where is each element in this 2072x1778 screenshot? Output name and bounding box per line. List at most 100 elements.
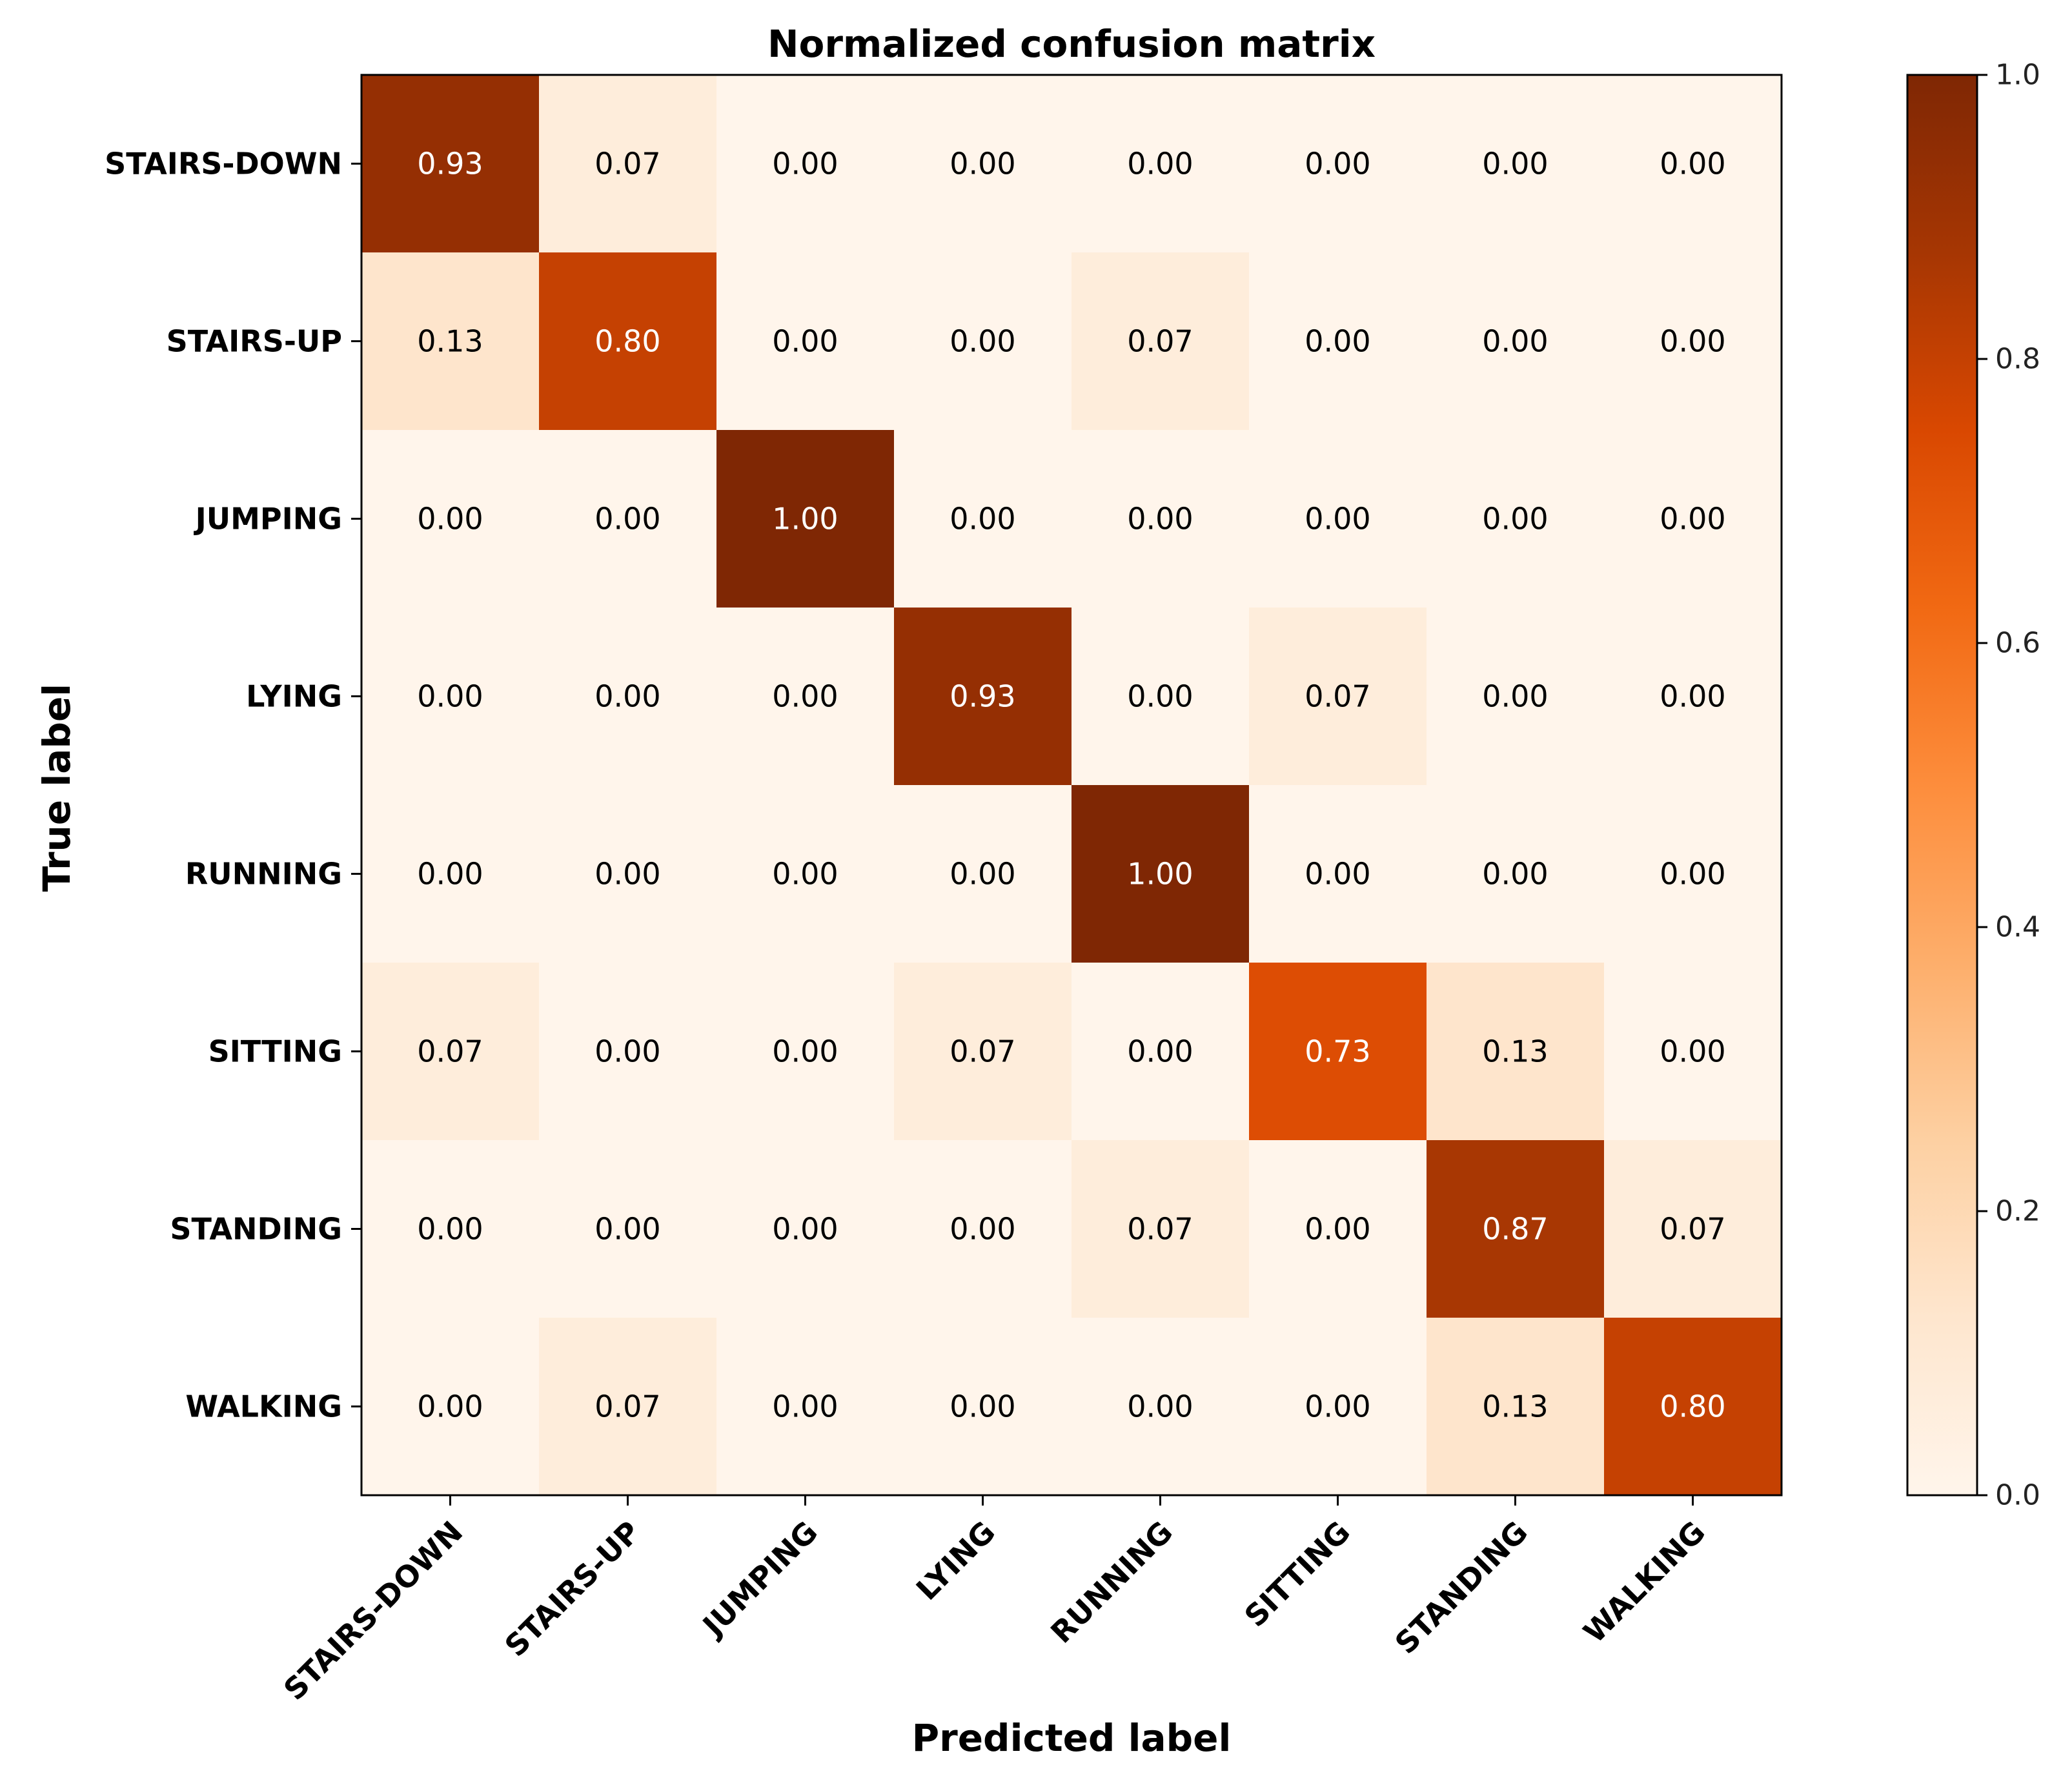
heatmap-cell — [361, 1140, 540, 1318]
heatmap-cell — [1427, 252, 1605, 431]
heatmap-cell-value: 0.00 — [950, 1389, 1015, 1424]
heatmap-cell-value: 0.87 — [1482, 1212, 1548, 1247]
heatmap-cell — [361, 963, 540, 1141]
heatmap-cell — [894, 963, 1072, 1141]
y-tick-label: JUMPING — [194, 502, 342, 536]
x-tick-label: RUNNING — [1044, 1515, 1179, 1650]
heatmap-cell — [1427, 1140, 1605, 1318]
heatmap-cell — [1072, 963, 1250, 1141]
x-tick-label: JUMPING — [695, 1515, 824, 1644]
x-tick-label: LYING — [909, 1515, 1002, 1607]
heatmap-cell — [1072, 1140, 1250, 1318]
colorbar — [1906, 74, 1978, 1497]
y-tick-label: LYING — [246, 679, 342, 714]
heatmap-cell-value: 0.00 — [1482, 147, 1548, 181]
heatmap-cells — [361, 75, 1782, 1496]
heatmap-cell — [1427, 1318, 1605, 1496]
heatmap-cell-value: 0.07 — [1660, 1212, 1725, 1247]
chart-title: Normalized confusion matrix — [767, 22, 1376, 66]
heatmap-cell — [1249, 252, 1427, 431]
heatmap-cell — [361, 1318, 540, 1496]
x-tick-label: SITTING — [1237, 1515, 1357, 1634]
heatmap-cell-value: 1.00 — [772, 502, 838, 536]
heatmap-cell — [1249, 75, 1427, 253]
heatmap-cell-value: 0.00 — [950, 147, 1015, 181]
heatmap-cell-value: 0.00 — [594, 502, 660, 536]
heatmap-cell-value: 0.00 — [417, 857, 483, 892]
heatmap-cell — [894, 75, 1072, 253]
heatmap-cell-value: 0.13 — [1482, 1389, 1548, 1424]
heatmap-cell — [716, 75, 895, 253]
heatmap-cell-value: 0.80 — [594, 324, 660, 359]
y-tick-label: RUNNING — [185, 857, 342, 892]
colorbar-tick-label: 0.8 — [1995, 343, 2040, 376]
heatmap-cell-value: 0.00 — [772, 1212, 838, 1247]
x-tick-label: STAIRS-DOWN — [277, 1515, 469, 1707]
heatmap-cell — [716, 430, 895, 608]
heatmap-cell-value: 0.07 — [594, 1389, 660, 1424]
colorbar-tick-label: 0.0 — [1995, 1479, 2040, 1512]
x-axis-label: Predicted label — [912, 1716, 1232, 1760]
heatmap-cell-value: 0.00 — [594, 1212, 660, 1247]
heatmap-cell-value: 0.00 — [594, 857, 660, 892]
heatmap-cell — [1427, 785, 1605, 963]
x-axis-ticks: STAIRS-DOWN STAIRS-UP JUMPING LYING RUNNING S… — [277, 1495, 1712, 1707]
heatmap-cell — [1072, 785, 1250, 963]
heatmap-cell — [1604, 1318, 1782, 1496]
heatmap-cell-value: 0.00 — [1127, 502, 1193, 536]
heatmap-cell — [1427, 608, 1605, 786]
x-tick-label: STANDING — [1388, 1515, 1535, 1661]
heatmap-cell-value: 0.00 — [772, 1389, 838, 1424]
heatmap-cell-value: 0.00 — [1660, 502, 1725, 536]
plot-frame — [360, 74, 1783, 1497]
heatmap-cell-value: 0.00 — [1660, 324, 1725, 359]
y-tick-label: WALKING — [185, 1389, 342, 1424]
heatmap-cell-value: 0.00 — [1305, 1212, 1370, 1247]
heatmap-cell — [539, 430, 717, 608]
heatmap-cell — [1427, 75, 1605, 253]
heatmap-cell — [894, 430, 1072, 608]
heatmap-cell-value: 0.00 — [417, 1389, 483, 1424]
heatmap-cell-value: 0.00 — [1482, 857, 1548, 892]
heatmap-cell — [1249, 1140, 1427, 1318]
heatmap-cell — [1604, 608, 1782, 786]
colorbar-tick-label: 0.4 — [1995, 911, 2040, 944]
heatmap-cell-value: 0.00 — [950, 502, 1015, 536]
heatmap-cell-value: 0.00 — [950, 857, 1015, 892]
heatmap-cell-value: 0.07 — [594, 147, 660, 181]
heatmap-cell — [1249, 1318, 1427, 1496]
heatmap-cell — [1072, 1318, 1250, 1496]
heatmap-cell-value: 0.13 — [1482, 1034, 1548, 1069]
heatmap-cell — [716, 608, 895, 786]
heatmap-cell — [539, 1318, 717, 1496]
colorbar-tick-label: 1.0 — [1995, 59, 2040, 92]
heatmap-cell-value: 0.00 — [1127, 147, 1193, 181]
colorbar-tick-label: 0.2 — [1995, 1195, 2040, 1228]
heatmap-cell — [894, 785, 1072, 963]
heatmap-cell-value: 1.00 — [1127, 857, 1193, 892]
heatmap-cell-value: 0.00 — [1127, 679, 1193, 714]
heatmap-cell-value: 0.73 — [1305, 1034, 1370, 1069]
heatmap-cell — [1249, 608, 1427, 786]
heatmap-cell-value: 0.00 — [1660, 147, 1725, 181]
heatmap-cell — [1427, 430, 1605, 608]
heatmap-cell — [1072, 608, 1250, 786]
heatmap-cell-value: 0.00 — [1305, 857, 1370, 892]
heatmap-cell — [539, 963, 717, 1141]
heatmap-cell-value: 0.93 — [950, 679, 1015, 714]
heatmap-cell-value: 0.00 — [1305, 502, 1370, 536]
heatmap-cell — [539, 1140, 717, 1318]
heatmap-cell — [1604, 75, 1782, 253]
heatmap-cell — [1072, 75, 1250, 253]
heatmap-cell — [894, 1318, 1072, 1496]
heatmap-cell-value: 0.00 — [1482, 679, 1548, 714]
heatmap-cell — [1604, 1140, 1782, 1318]
heatmap-cell — [361, 608, 540, 786]
y-axis-ticks: STAIRS-DOWN STAIRS-UP JUMPING LYING RUNNING S… — [105, 147, 361, 1424]
y-tick-label: STAIRS-UP — [167, 324, 342, 359]
heatmap-cell-value: 0.00 — [950, 1212, 1015, 1247]
heatmap-cell — [361, 252, 540, 431]
heatmap-cell-value: 0.00 — [1482, 502, 1548, 536]
heatmap-cell — [361, 75, 540, 253]
